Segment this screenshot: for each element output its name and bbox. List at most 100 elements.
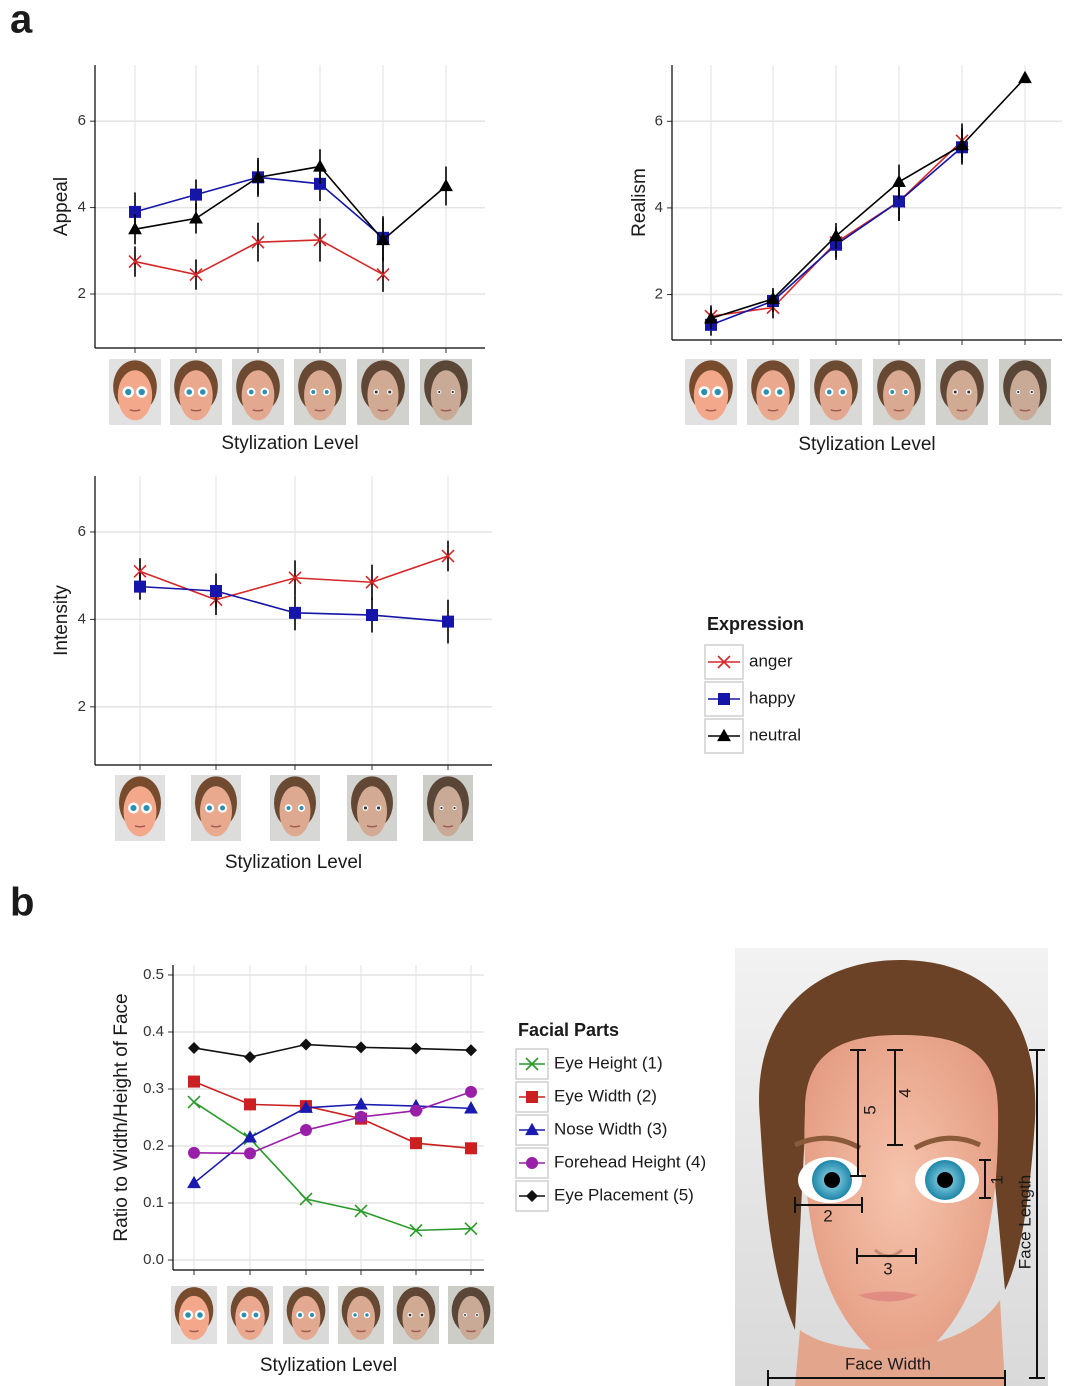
marker — [366, 609, 378, 622]
thumb-mouth — [210, 825, 222, 828]
marker — [244, 1147, 256, 1160]
thumb-mouth — [411, 1329, 421, 1333]
marker — [465, 1085, 477, 1098]
thumb-pupil — [297, 1312, 303, 1318]
thumb-mouth — [189, 1329, 199, 1333]
thumb-skin — [123, 786, 157, 837]
y-tick-label: 6 — [655, 112, 663, 129]
marker — [441, 549, 455, 563]
thumb-skin — [819, 370, 853, 421]
thumb-pupil — [953, 390, 957, 394]
marker — [187, 1175, 201, 1189]
thumb-pupil — [420, 1313, 424, 1317]
series-line — [193, 1103, 472, 1184]
thumb-pupil — [440, 806, 443, 810]
thumb-mouth — [893, 409, 905, 412]
marker — [410, 1042, 422, 1055]
marker — [717, 655, 731, 669]
thumb-skin — [367, 370, 399, 421]
marker — [464, 1101, 478, 1114]
series-line — [710, 77, 1026, 320]
marker — [464, 1222, 478, 1236]
marker — [526, 1091, 538, 1103]
thumb-pupil — [451, 390, 454, 394]
y-tick-label: 0.3 — [143, 1080, 164, 1097]
thumb-pupil — [286, 805, 291, 811]
marker — [526, 1157, 538, 1169]
thumb-pupil — [374, 390, 378, 394]
measure-label: 3 — [883, 1259, 892, 1278]
stylized-face-thumbnail — [294, 359, 346, 425]
marker — [766, 291, 780, 304]
legend-title: Expression — [707, 614, 804, 634]
thumb-pupil — [241, 1312, 247, 1318]
thumb-mouth — [314, 409, 326, 412]
series-line — [134, 239, 384, 276]
marker — [210, 584, 222, 597]
series-line — [193, 1091, 472, 1155]
measure-label: 4 — [895, 1088, 914, 1097]
thumb-mouth — [301, 1329, 311, 1333]
marker — [365, 575, 379, 589]
thumb-mouth — [245, 1329, 255, 1333]
y-axis-title: Intensity — [51, 585, 72, 656]
thumb-pupil — [890, 390, 895, 394]
y-tick-label: 6 — [78, 523, 86, 540]
thumb-skin — [241, 370, 275, 421]
thumb-mouth — [356, 1329, 366, 1333]
measure-label: 5 — [860, 1105, 879, 1114]
thumb-mouth — [440, 409, 452, 412]
thumb-mouth — [956, 409, 968, 412]
thumb-pupil — [299, 805, 304, 811]
marker — [354, 1204, 368, 1218]
thumb-pupil — [714, 388, 721, 396]
thumb-pupil — [185, 1312, 191, 1318]
stylized-face-thumbnail — [393, 1286, 439, 1344]
thumb-mouth — [366, 825, 378, 828]
stylized-face-thumbnail — [170, 359, 222, 425]
measure-lines — [767, 1049, 1045, 1386]
thumb-pupil — [1030, 390, 1033, 394]
marker — [243, 1130, 257, 1143]
marker — [133, 564, 147, 578]
face-skin — [804, 1035, 999, 1370]
thumb-pupil — [143, 804, 150, 812]
marker — [376, 267, 390, 282]
y-tick-label: 0.4 — [143, 1023, 164, 1040]
marker — [439, 178, 453, 192]
brow — [793, 1135, 862, 1151]
thumb-pupil — [365, 1313, 369, 1317]
y-tick-label: 0.1 — [143, 1194, 164, 1211]
panel-label: a — [10, 0, 33, 42]
stylized-face-thumbnail — [232, 359, 284, 425]
y-tick-label: 4 — [78, 610, 86, 627]
y-tick-label: 4 — [78, 199, 86, 216]
marker — [718, 693, 730, 705]
marker — [355, 1041, 367, 1054]
thumb-pupil — [826, 389, 832, 395]
marker — [289, 606, 301, 619]
thumb-pupil — [125, 388, 132, 396]
marker — [288, 571, 302, 585]
y-axis-title: Ratio to Width/Height of Face — [111, 993, 132, 1241]
x-axis-title: Stylization Level — [221, 433, 358, 454]
marker — [717, 728, 731, 742]
y-tick-label: 0.2 — [143, 1137, 164, 1154]
thumb-pupil — [840, 389, 846, 395]
x-axis-title: Stylization Level — [260, 1355, 397, 1376]
x-axis-title: Stylization Level — [225, 852, 362, 873]
marker — [300, 1124, 312, 1137]
legend-label: Forehead Height (4) — [554, 1152, 706, 1171]
thumb-skin — [1009, 370, 1041, 421]
marker — [128, 255, 142, 269]
mouth — [858, 1291, 918, 1302]
thumb-pupil — [262, 389, 268, 395]
marker — [410, 1104, 422, 1117]
marker — [355, 1110, 367, 1123]
thumb-skin — [433, 786, 463, 837]
thumb-skin — [693, 370, 729, 421]
thumb-pupil — [903, 390, 908, 394]
marker — [313, 233, 327, 247]
thumb-pupil — [138, 388, 145, 396]
